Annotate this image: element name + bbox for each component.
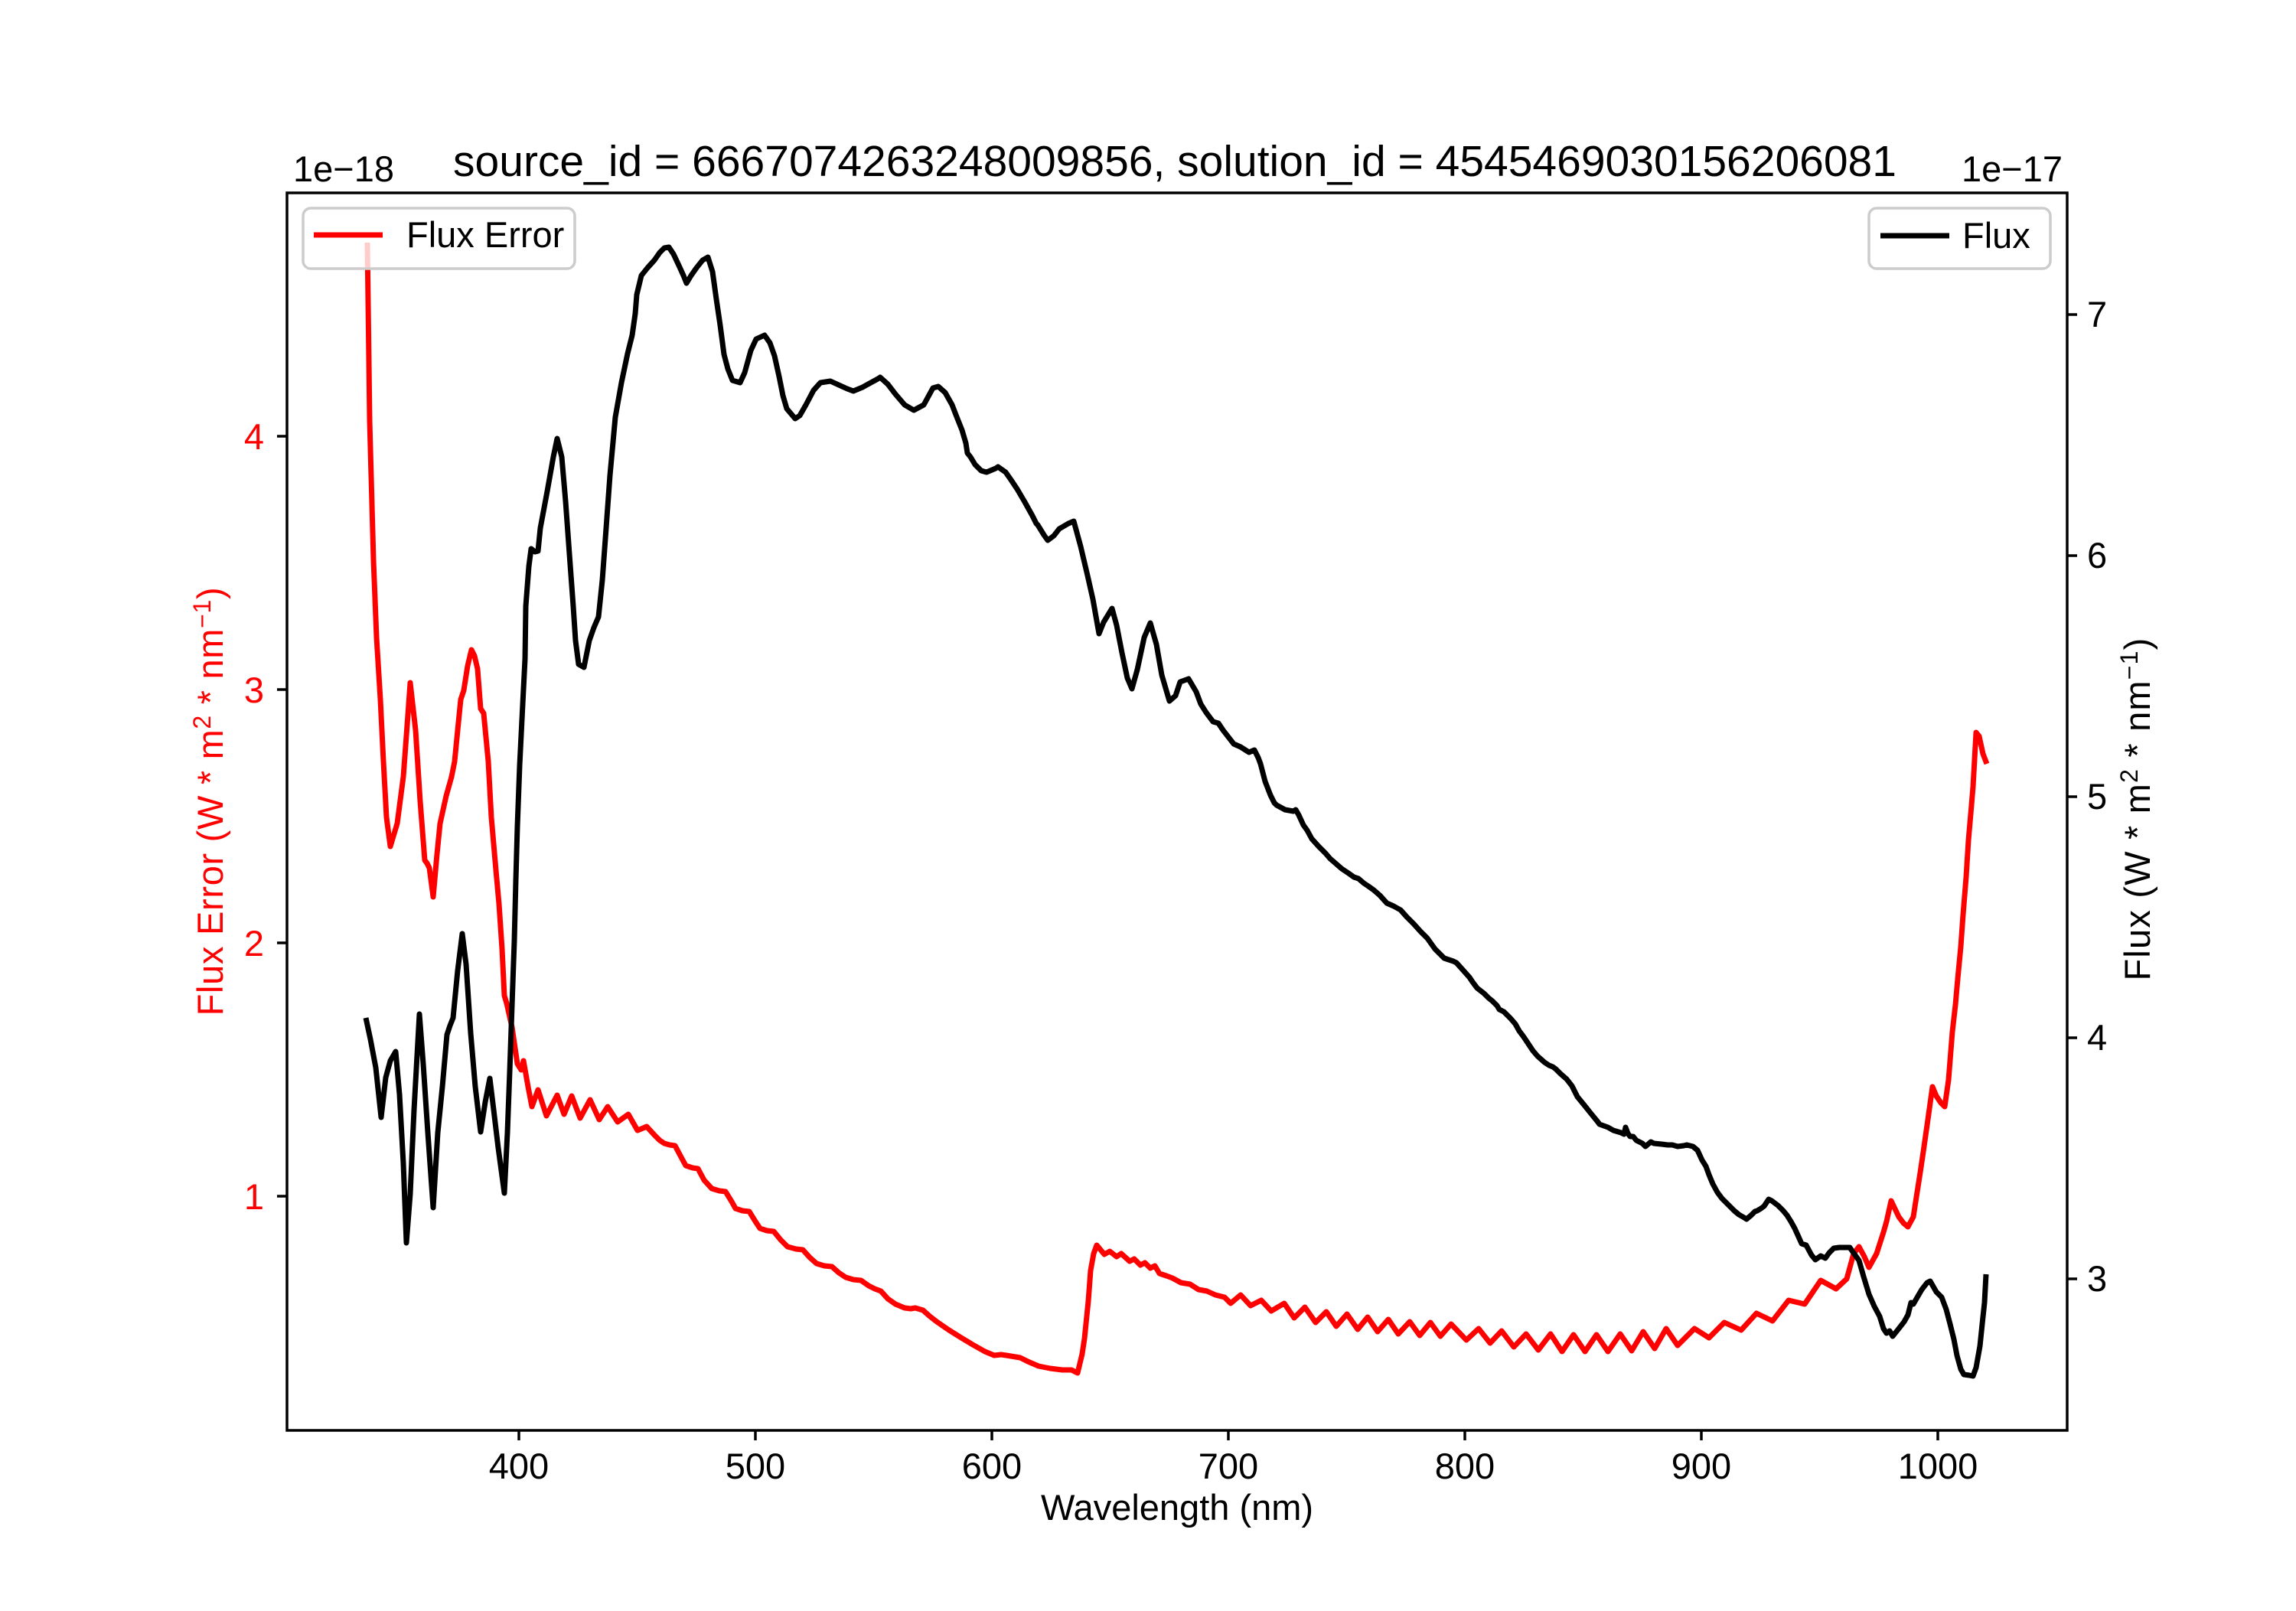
svg-text:400: 400 [489,1446,549,1486]
svg-text:Flux: Flux [1962,215,2030,256]
svg-text:Flux Error (W * m2 * nm−1): Flux Error (W * m2 * nm−1) [188,587,230,1016]
svg-text:500: 500 [726,1446,785,1486]
svg-text:3: 3 [244,670,264,710]
svg-text:source_id = 666707426324800985: source_id = 6667074263248009856, solutio… [453,137,1896,186]
svg-text:800: 800 [1435,1446,1495,1486]
svg-text:1: 1 [244,1176,264,1217]
svg-text:Flux (W * m2 * nm−1): Flux (W * m2 * nm−1) [2115,637,2157,980]
svg-text:1e−18: 1e−18 [293,148,394,189]
svg-text:1e−17: 1e−17 [1962,148,2063,189]
svg-text:2: 2 [244,923,264,964]
svg-text:5: 5 [2087,776,2107,817]
svg-text:Flux Error: Flux Error [406,214,564,255]
svg-text:4: 4 [2087,1017,2107,1058]
svg-text:900: 900 [1671,1446,1731,1486]
svg-text:6: 6 [2087,535,2107,576]
svg-text:3: 3 [2087,1258,2107,1299]
svg-text:7: 7 [2087,294,2107,334]
svg-text:1000: 1000 [1898,1446,1978,1486]
svg-text:4: 4 [244,416,264,457]
svg-text:Wavelength (nm): Wavelength (nm) [1041,1487,1313,1528]
svg-text:600: 600 [962,1446,1022,1486]
svg-text:700: 700 [1199,1446,1258,1486]
